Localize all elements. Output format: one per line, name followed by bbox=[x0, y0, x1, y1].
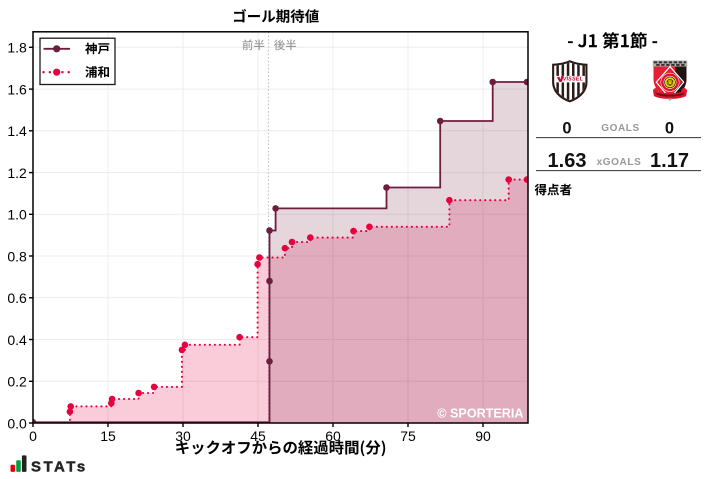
svg-text:1.63: 1.63 bbox=[548, 150, 587, 172]
svg-text:1.17: 1.17 bbox=[650, 150, 689, 172]
svg-text:15: 15 bbox=[100, 428, 116, 444]
svg-text:90: 90 bbox=[475, 428, 491, 444]
svg-text:30: 30 bbox=[175, 428, 191, 444]
svg-text:0.4: 0.4 bbox=[7, 332, 27, 348]
svg-text:0.8: 0.8 bbox=[7, 248, 27, 264]
svg-text:0: 0 bbox=[562, 120, 571, 138]
svg-text:0.6: 0.6 bbox=[7, 290, 27, 306]
svg-text:0.0: 0.0 bbox=[7, 415, 27, 431]
svg-text:75: 75 bbox=[400, 428, 416, 444]
svg-text:1.0: 1.0 bbox=[7, 207, 27, 223]
svg-text:1.8: 1.8 bbox=[7, 40, 27, 56]
svg-text:GOALS: GOALS bbox=[601, 123, 640, 134]
svg-text:1.4: 1.4 bbox=[7, 123, 27, 139]
svg-text:© SPORTERIA: © SPORTERIA bbox=[437, 406, 523, 420]
svg-text:VISSEL: VISSEL bbox=[563, 77, 583, 83]
svg-text:45: 45 bbox=[250, 428, 266, 444]
svg-text:60: 60 bbox=[325, 428, 341, 444]
svg-text:1.6: 1.6 bbox=[7, 81, 27, 97]
svg-text:1.2: 1.2 bbox=[7, 165, 27, 181]
svg-text:0: 0 bbox=[29, 428, 37, 444]
svg-text:xGOALS: xGOALS bbox=[597, 157, 642, 168]
svg-text:STATs: STATs bbox=[31, 458, 88, 475]
svg-text:0.2: 0.2 bbox=[7, 374, 27, 390]
svg-text:0: 0 bbox=[665, 120, 674, 138]
